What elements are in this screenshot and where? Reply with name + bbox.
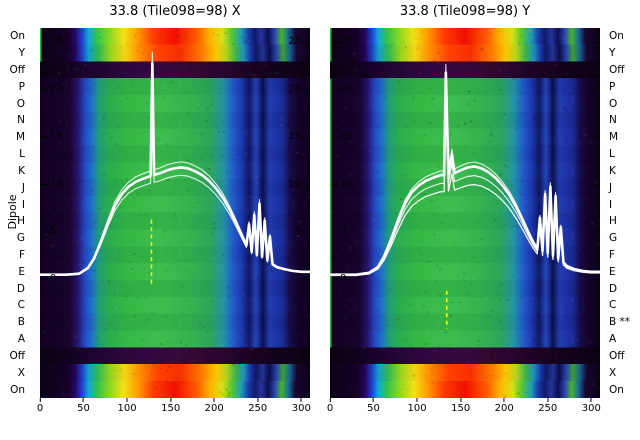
heatmap-canvas-y — [330, 28, 600, 398]
heatmap-panel-x: 25 20 15 10 5 0 25 20 15 10 5 — [40, 28, 310, 398]
x-tick-label: 250 — [248, 398, 267, 414]
dipole-row-label: M — [15, 131, 25, 144]
x-tick-label: 50 — [367, 398, 380, 414]
dipole-row-label: O — [16, 97, 25, 110]
dipole-row-label: I — [21, 198, 25, 211]
dipole-row-label: Off — [609, 349, 625, 362]
x-tick-label: 300 — [292, 398, 311, 414]
dipole-row-label: N — [609, 114, 617, 127]
dipole-row-label: O — [609, 97, 618, 110]
dipole-row-label: B ** — [609, 316, 631, 329]
dipole-row-label: Off — [9, 349, 26, 362]
x-tick-label: 300 — [582, 398, 601, 414]
dipole-row-label: Off — [9, 64, 26, 77]
x-tick-label: 250 — [538, 398, 557, 414]
x-tick-label: 100 — [118, 398, 137, 414]
dipole-row-label: B — [17, 316, 25, 329]
heatmap-panel-y: 25 20 15 10 5 0 — [330, 28, 600, 398]
x-tick-label: 150 — [161, 398, 180, 414]
dipole-row-labels-left: On Y Off P O N M L K J I H G F E D C B A Off X On — [0, 28, 30, 398]
x-tick-label: 50 — [77, 398, 90, 414]
x-axis-ticks-y: 0 50 100 150 200 250 300 — [327, 398, 601, 420]
dipole-row-label: F — [18, 249, 25, 262]
dipole-row-label: E — [609, 265, 616, 278]
dipole-row-label: G — [609, 232, 618, 245]
panel-x-title: 33.8 (Tile098=98) X — [109, 4, 241, 19]
dipole-row-label: On — [10, 383, 25, 396]
x-axis-ticks-x: 0 50 100 150 200 250 300 — [37, 398, 311, 420]
dipole-row-label: Y — [18, 47, 25, 60]
dipole-row-label: C — [17, 299, 25, 312]
dipole-row-label: P — [609, 80, 616, 93]
x-tick-label: 0 — [327, 398, 333, 414]
dipole-row-label: On — [10, 30, 25, 43]
dipole-row-label: F — [609, 249, 616, 262]
x-tick-label: 200 — [205, 398, 224, 414]
dipole-row-label: L — [609, 148, 615, 161]
dipole-row-label: J — [21, 181, 25, 194]
dipole-row-label: D — [16, 282, 25, 295]
dipole-row-label: L — [19, 148, 25, 161]
dipole-row-label: A — [17, 333, 25, 346]
dipole-row-label: J — [609, 181, 613, 194]
dipole-row-label: K — [609, 164, 616, 177]
dipole-row-label: X — [609, 366, 617, 379]
dipole-row-label: H — [17, 215, 25, 228]
x-tick-label: 100 — [408, 398, 427, 414]
dipole-row-label: On — [609, 383, 624, 396]
x-tick-label: 150 — [451, 398, 470, 414]
heatmap-canvas-x — [40, 28, 310, 398]
dipole-row-label: Y — [609, 47, 616, 60]
dipole-row-label: X — [17, 366, 25, 379]
x-tick-label: 0 — [37, 398, 43, 414]
dipole-row-label: K — [18, 164, 25, 177]
dipole-row-label: E — [18, 265, 25, 278]
dipole-row-label: I — [609, 198, 613, 211]
dipole-row-label: M — [609, 131, 619, 144]
dipole-row-label: Off — [609, 64, 625, 77]
dipole-row-label: G — [16, 232, 25, 245]
dipole-row-label: N — [17, 114, 25, 127]
dipole-row-label: C — [609, 299, 617, 312]
dipole-row-label: On — [609, 30, 624, 43]
x-tick-label: 200 — [495, 398, 514, 414]
dipole-row-labels-right: On Y Off P O N M L K J I H G F E D C B ** A Off X On — [607, 28, 640, 398]
dipole-row-label: A — [609, 333, 617, 346]
panel-y-title: 33.8 (Tile098=98) Y — [399, 4, 531, 19]
dipole-row-label: P — [18, 80, 25, 93]
dipole-row-label: D — [609, 282, 618, 295]
dipole-row-label: H — [609, 215, 617, 228]
